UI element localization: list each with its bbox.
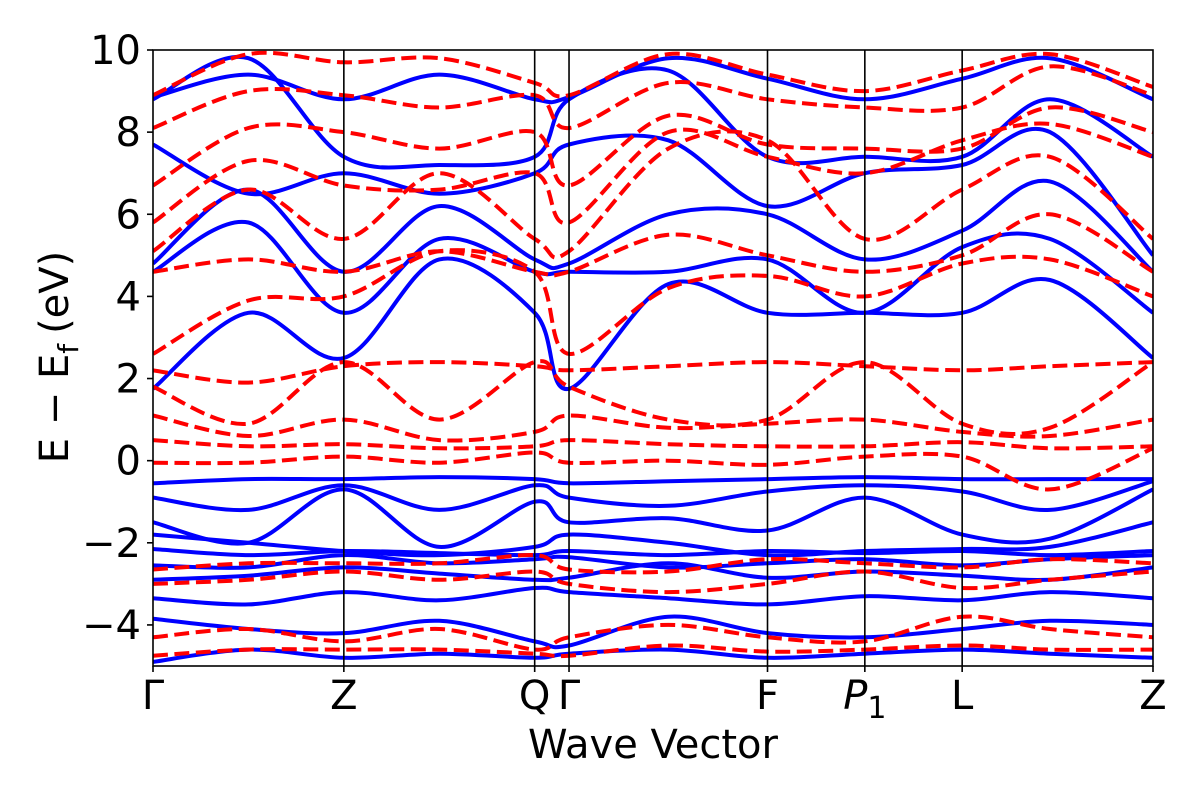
- solid-band-line: [153, 178, 1153, 274]
- solid-band-line: [153, 54, 1153, 170]
- dashed-band-line: [153, 64, 1153, 131]
- y-axis-label-subscript: f: [52, 343, 85, 354]
- y-axis-label-main: E − E: [32, 354, 78, 464]
- solid-band-line: [153, 55, 1153, 105]
- plot-frame: [152, 49, 1154, 667]
- y-tick-label: 6: [116, 192, 141, 238]
- solid-band-line: [153, 614, 1153, 650]
- dashed-band-line: [153, 446, 1153, 492]
- y-tick-label: −4: [82, 603, 141, 649]
- y-axis-label-unit: (eV): [32, 251, 78, 334]
- x-tick-label: L: [951, 673, 974, 719]
- y-axis-ticks: −4 −2 0 2 4 6 8 10: [82, 28, 153, 649]
- x-tick-label: F: [756, 673, 779, 719]
- dashed-band-line: [153, 248, 1153, 356]
- x-tick-label: Γ: [558, 673, 581, 719]
- dashed-band-line: [153, 105, 1153, 188]
- solid-band-line: [153, 487, 1153, 549]
- x-tick-label: Z: [1139, 673, 1166, 719]
- x-tick-label: P1: [843, 673, 886, 726]
- solid-band-line: [153, 647, 1153, 664]
- y-tick-label: 10: [90, 28, 141, 74]
- x-tick-label-sub: 1: [867, 691, 886, 726]
- y-tick-label: 8: [116, 110, 141, 156]
- dashed-band-line: [153, 614, 1153, 652]
- band-lines: [153, 50, 1153, 664]
- dashed-band-line: [153, 553, 1153, 575]
- solid-band-line: [153, 520, 1153, 558]
- solid-band-line: [153, 479, 1153, 513]
- dashed-band-line: [153, 360, 1153, 385]
- x-tick-label: Q: [519, 673, 550, 719]
- y-axis-label: E − Ef (eV): [32, 251, 85, 464]
- x-tick-label: Z: [330, 673, 357, 719]
- x-tick-label: Γ: [142, 673, 165, 719]
- dashed-band-line: [153, 50, 1153, 99]
- solid-band-line: [153, 126, 1153, 257]
- y-tick-label: 0: [116, 439, 141, 485]
- dashed-band-line: [153, 643, 1153, 659]
- x-axis-label: Wave Vector: [528, 722, 779, 768]
- solid-band-line: [153, 475, 1153, 486]
- dashed-band-line: [153, 129, 1153, 260]
- dashed-band-line: [153, 212, 1153, 278]
- solid-band-line: [153, 585, 1153, 607]
- kpoint-divider-lines: [343, 50, 963, 666]
- x-axis-ticks: Γ Z Q Γ F P1 L Z: [142, 666, 1167, 726]
- solid-band-line: [153, 256, 1153, 391]
- y-tick-label: 2: [116, 357, 141, 403]
- y-tick-label: −2: [82, 521, 141, 567]
- dashed-band-line: [153, 413, 1153, 443]
- x-tick-label-main: P: [843, 673, 868, 719]
- dashed-band-line: [153, 121, 1153, 225]
- y-tick-label: 4: [116, 274, 141, 320]
- dashed-band-line: [153, 438, 1153, 451]
- dashed-band-line: [153, 569, 1153, 595]
- dashed-band-line: [153, 359, 1153, 436]
- solid-band-line: [153, 553, 1153, 570]
